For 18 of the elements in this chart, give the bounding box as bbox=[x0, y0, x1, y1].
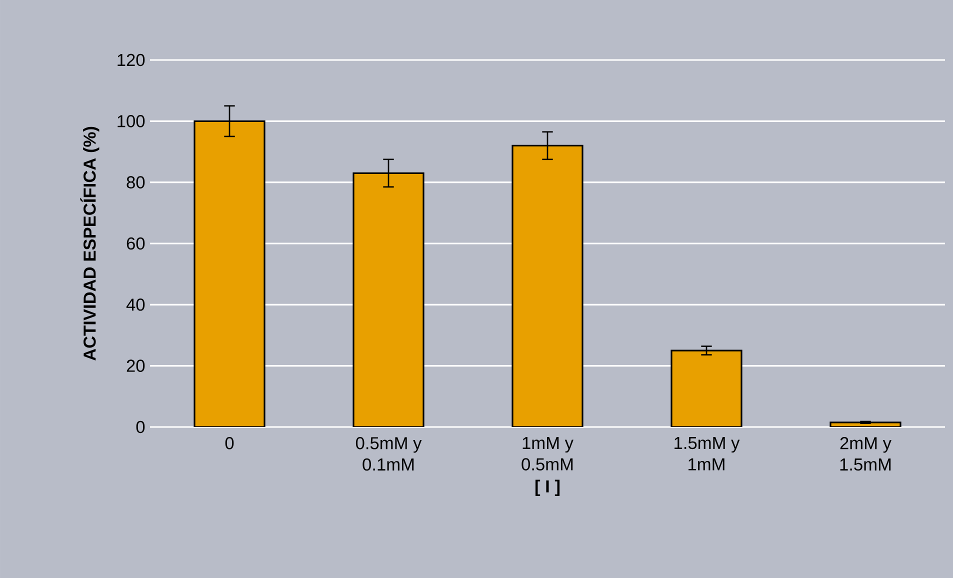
y-tick-label: 0 bbox=[136, 420, 145, 434]
y-tick-label: 100 bbox=[118, 115, 145, 128]
y-tick-label: 40 bbox=[126, 298, 145, 311]
y-tick-label: 60 bbox=[126, 237, 145, 250]
y-tick-label: 80 bbox=[126, 176, 145, 188]
x-tick-label: 1.5mM y 1mM bbox=[674, 437, 740, 470]
y-axis-title: ACTIVIDAD ESPECÍFICA (%) bbox=[80, 126, 100, 361]
x-tick-label: 0 bbox=[225, 437, 234, 450]
x-tick-label: 1mM y 0.5mM bbox=[522, 437, 574, 470]
x-tick-label: 0.5mM y 0.1mM bbox=[356, 437, 422, 471]
x-tick-label: 2mM y 1.5mM bbox=[840, 437, 892, 471]
x-axis-title: [ I ] bbox=[535, 480, 560, 496]
bar bbox=[670, 350, 742, 427]
bar bbox=[352, 172, 424, 427]
y-tick-label: 20 bbox=[126, 360, 145, 372]
bar bbox=[194, 120, 266, 427]
bar bbox=[512, 144, 584, 427]
y-tick-label: 120 bbox=[118, 54, 145, 66]
